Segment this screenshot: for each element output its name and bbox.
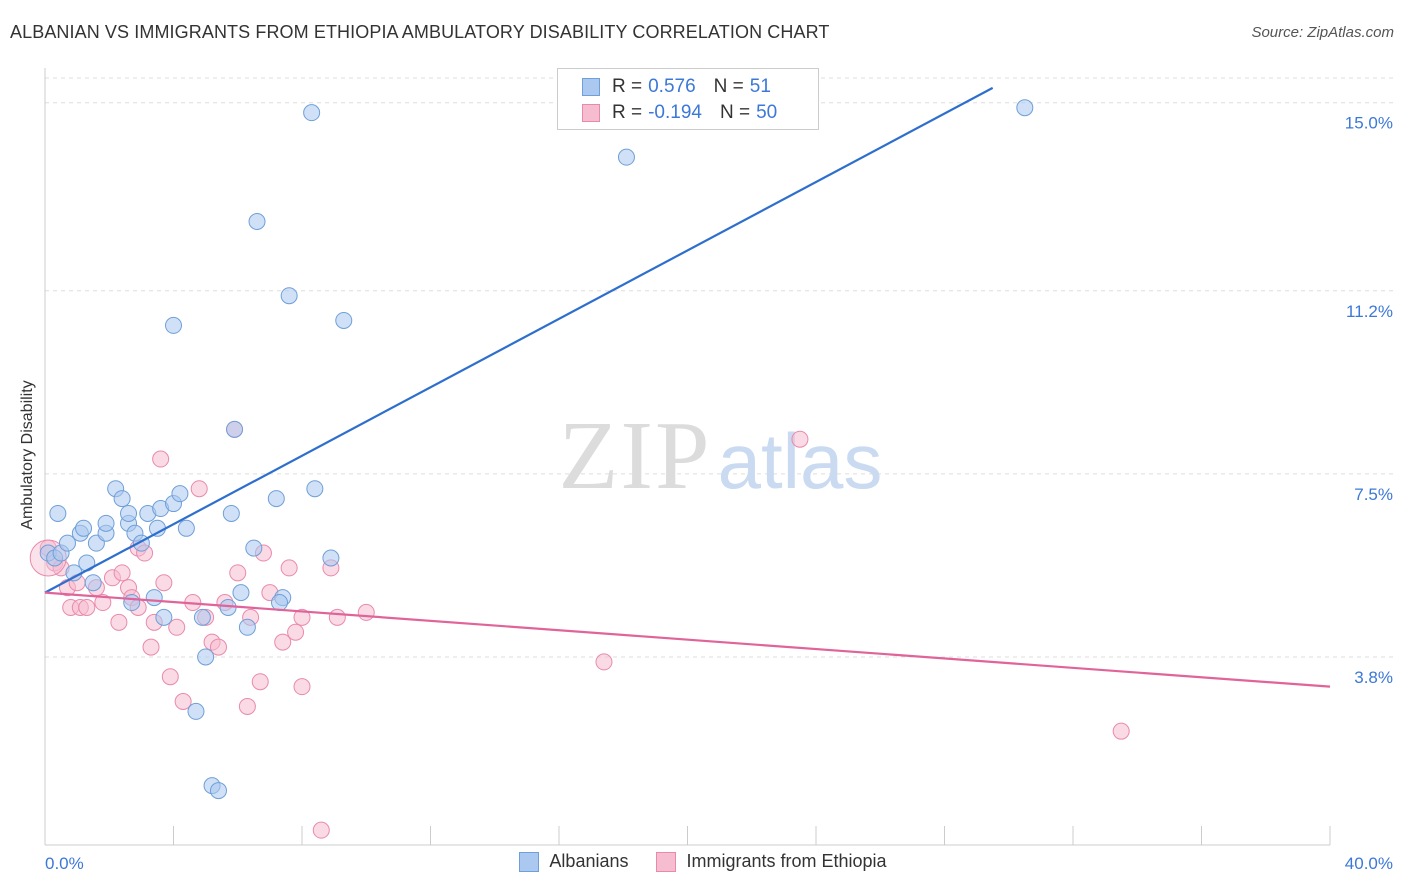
albanians-point xyxy=(197,648,215,666)
legend: R = 0.576 N = 51 R = -0.194 N = 50 xyxy=(557,68,819,130)
legend-n-label: N = xyxy=(713,76,744,97)
ethiopia-point xyxy=(280,559,298,577)
ethiopia-point xyxy=(1112,722,1130,740)
bottom-legend: Albanians Immigrants from Ethiopia xyxy=(0,851,1406,872)
y-tick-label: 7.5% xyxy=(1354,485,1393,504)
legend-r-label: R = xyxy=(612,76,643,97)
x-tick-label-max: 40.0% xyxy=(1345,854,1393,873)
bottom-swatch-albanians xyxy=(519,851,540,872)
albanians-point xyxy=(335,311,353,329)
grid-lines xyxy=(45,77,1395,658)
albanians-point xyxy=(303,104,321,122)
ethiopia-point xyxy=(287,623,305,641)
albanians-point xyxy=(232,584,250,602)
legend-r-label: R = xyxy=(612,102,643,123)
legend-swatch-albanians xyxy=(582,78,600,96)
albanians-point xyxy=(171,485,189,503)
ethiopia-point xyxy=(113,564,131,582)
bottom-legend-albanians: Albanians xyxy=(519,851,628,872)
bottom-legend-label: Albanians xyxy=(549,851,629,871)
chart-title: ALBANIAN VS IMMIGRANTS FROM ETHIOPIA AMB… xyxy=(10,22,830,42)
legend-r-value: 0.576 xyxy=(648,76,696,97)
ethiopia-point xyxy=(94,594,112,612)
albanians-point xyxy=(322,549,340,567)
y-tick-label: 15.0% xyxy=(1345,114,1393,133)
ethiopia-point xyxy=(209,638,227,656)
albanians-point xyxy=(113,490,131,508)
ethiopia-point xyxy=(78,598,96,616)
ethiopia-point xyxy=(155,574,173,592)
source-label: Source: ZipAtlas.com xyxy=(1251,24,1394,41)
ethiopia-point xyxy=(238,697,256,715)
albanians-point xyxy=(267,490,285,508)
albanians-point xyxy=(245,539,263,557)
ethiopia-point xyxy=(174,692,192,710)
albanians-point xyxy=(75,519,93,537)
legend-r-value: -0.194 xyxy=(648,102,702,123)
bottom-legend-label: Immigrants from Ethiopia xyxy=(686,851,887,871)
albanians-point xyxy=(123,594,141,612)
ethiopia-point xyxy=(152,450,170,468)
albanians-point xyxy=(177,519,195,537)
albanians-point xyxy=(58,534,76,552)
albanians-point xyxy=(248,213,266,231)
albanians-point xyxy=(617,148,635,166)
bottom-swatch-ethiopia xyxy=(656,851,677,872)
y-tick-label: 3.8% xyxy=(1354,668,1393,687)
legend-row-ethiopia: R = -0.194 N = 50 xyxy=(582,100,777,126)
albanians-point xyxy=(222,504,240,522)
ethiopia-point xyxy=(293,678,311,696)
albanians-trend-line xyxy=(44,86,994,594)
albanians-point xyxy=(120,504,138,522)
x-tick-label-min: 0.0% xyxy=(45,854,84,873)
watermark-zip: ZIP xyxy=(559,402,712,510)
ethiopia-point xyxy=(251,673,269,691)
ethiopia-point xyxy=(357,603,375,621)
ethiopia-point xyxy=(142,638,160,656)
tick-labels: 3.8% 7.5% 11.2% 15.0% 0.0% 40.0% xyxy=(45,114,1393,873)
albanians-point xyxy=(238,618,256,636)
ethiopia-point xyxy=(161,668,179,686)
albanians-point xyxy=(49,504,67,522)
legend-n-value: 50 xyxy=(756,102,778,123)
albanians-point xyxy=(193,608,211,626)
albanians-point xyxy=(84,574,102,592)
albanians-point xyxy=(209,782,227,800)
legend-swatch-ethiopia xyxy=(582,104,600,122)
y-tick-label: 11.2% xyxy=(1346,302,1393,321)
legend-row-albanians: R = 0.576 N = 51 xyxy=(582,74,771,100)
ethiopia-point xyxy=(595,653,613,671)
legend-n-label: N = xyxy=(719,102,751,123)
ethiopia-point xyxy=(274,633,292,651)
albanians-point xyxy=(165,316,182,334)
albanians-point xyxy=(145,589,163,607)
albanians-point xyxy=(280,287,298,305)
albanians-point xyxy=(155,608,173,626)
ethiopia-point xyxy=(110,613,128,631)
legend-n-value: 51 xyxy=(749,76,771,97)
albanians-point xyxy=(271,594,289,612)
ethiopia-point xyxy=(293,608,311,626)
albanians-point xyxy=(1016,99,1034,117)
ethiopia-point xyxy=(312,821,330,839)
albanians-point xyxy=(226,420,244,438)
albanians-point xyxy=(97,514,115,532)
ethiopia-point xyxy=(190,480,208,498)
trend-lines xyxy=(44,86,1331,688)
series-albanians-points xyxy=(39,99,1034,800)
albanians-point xyxy=(306,480,324,498)
axes xyxy=(44,68,1331,846)
ethiopia-trend-line xyxy=(44,591,1331,688)
bottom-legend-ethiopia: Immigrants from Ethiopia xyxy=(656,851,887,872)
ethiopia-point xyxy=(791,430,809,448)
ethiopia-point xyxy=(229,564,247,582)
watermark: ZIP atlas xyxy=(559,402,883,510)
ethiopia-point xyxy=(328,608,346,626)
ethiopia-point xyxy=(168,618,186,636)
watermark-atlas: atlas xyxy=(718,417,883,505)
albanians-point xyxy=(187,702,205,720)
